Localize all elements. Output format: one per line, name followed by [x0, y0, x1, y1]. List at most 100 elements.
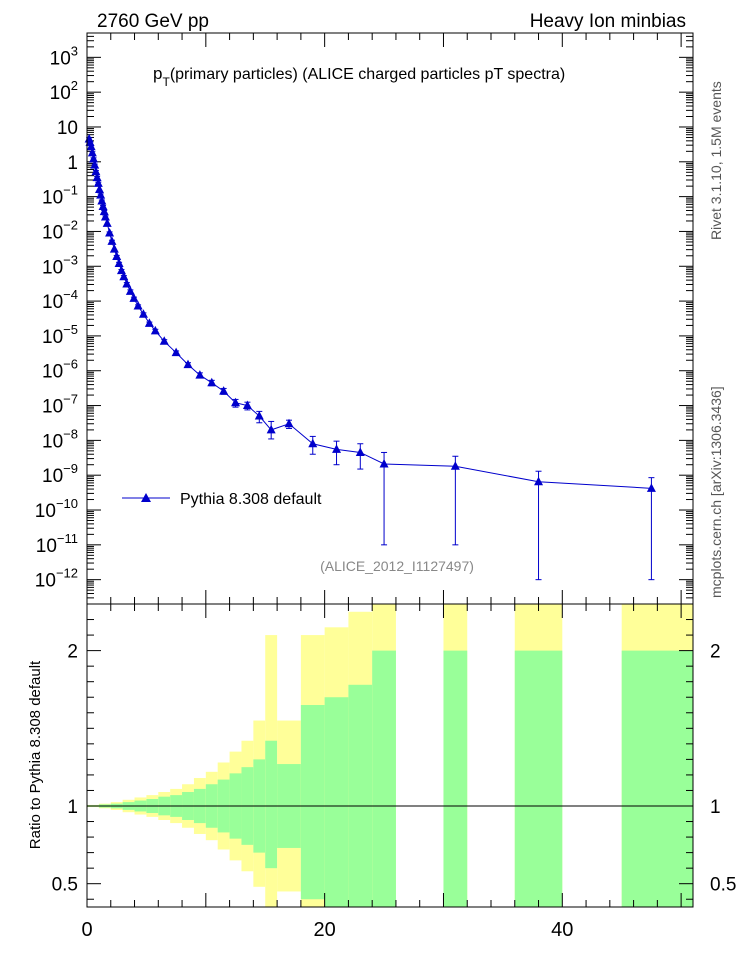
legend: Pythia 8.308 default: [122, 491, 322, 508]
y-tick-mantissa: 10: [42, 222, 63, 243]
y-tick-exponent: −4: [63, 287, 78, 302]
ratio-ticks: 0.5 0.51 12 20 20 40: [52, 604, 736, 941]
ratio-band-green: [443, 650, 468, 907]
main-series: [84, 134, 656, 581]
data-point: [308, 438, 318, 448]
y-tick-mantissa: 10: [42, 362, 63, 383]
data-point: [207, 377, 217, 387]
data-point: [92, 172, 102, 182]
ratio-band-green: [265, 740, 278, 869]
y-tick-label: 10−5: [42, 322, 78, 348]
y-tick-exponent: −12: [56, 566, 78, 581]
y-tick-label: 10−6: [42, 357, 78, 383]
rivet-label: Rivet 3.1.10, 1.5M events: [708, 81, 724, 240]
ratio-band-green: [348, 684, 373, 907]
data-point: [97, 195, 107, 205]
y-tick-mantissa: 10: [42, 466, 63, 487]
ratio-y-tick-label-left: 2: [67, 642, 78, 663]
y-tick-exponent: −11: [57, 531, 78, 546]
source-label: mcplots.cern.ch [arXiv:1306.3436]: [708, 386, 724, 598]
data-point: [91, 166, 101, 176]
data-point: [171, 347, 181, 357]
legend-label: Pythia 8.308 default: [180, 491, 322, 508]
ratio-y-tick-label-right: 0.5: [710, 875, 736, 896]
y-tick-label: 10−3: [42, 252, 78, 278]
y-tick-mantissa: 10: [35, 571, 56, 592]
data-point: [242, 400, 252, 410]
ratio-band-green: [514, 650, 563, 907]
y-tick-exponent: −5: [63, 322, 78, 337]
data-point: [646, 483, 656, 492]
y-tick-label: 10−10: [35, 496, 78, 522]
data-point: [100, 211, 110, 221]
y-tick-exponent: 3: [71, 43, 78, 58]
header-left-label: 2760 GeV pp: [97, 11, 209, 32]
y-tick-label: 102: [50, 78, 78, 104]
data-point: [355, 447, 365, 456]
ratio-y-tick-label-left: 1: [67, 797, 78, 818]
main-title: pT(primary particles) (ALICE charged par…: [153, 64, 565, 89]
y-tick-mantissa: 10: [42, 188, 63, 209]
y-tick-mantissa: 10: [35, 501, 56, 522]
main-frame: [86, 32, 694, 605]
ratio-band-green: [372, 650, 396, 907]
main-plot: pT(primary particles) (ALICE charged par…: [35, 32, 694, 605]
y-tick-label: 10−4: [42, 287, 78, 313]
data-point: [119, 271, 129, 281]
y-tick-label: 10−8: [42, 426, 78, 452]
analysis-label: (ALICE_2012_I1127497): [320, 558, 474, 574]
y-tick-exponent: −7: [63, 392, 78, 407]
y-tick-label: 1: [67, 153, 78, 174]
data-point: [133, 301, 143, 310]
data-point: [138, 309, 148, 318]
data-point: [86, 141, 96, 151]
y-tick-exponent: −6: [63, 357, 78, 372]
y-tick-mantissa: 10: [42, 431, 63, 452]
legend-marker: [141, 493, 151, 502]
data-point: [99, 206, 109, 216]
data-point: [112, 251, 122, 261]
data-point: [144, 318, 154, 327]
y-tick-exponent: −8: [63, 426, 78, 441]
y-tick-label: 10−1: [42, 183, 78, 209]
header-right-label: Heavy Ion minbias: [530, 11, 686, 32]
data-point: [87, 147, 97, 157]
data-point: [125, 286, 135, 295]
y-tick-label: 10−7: [42, 392, 78, 418]
ratio-frame: [86, 603, 694, 908]
ratio-band-green: [324, 697, 349, 907]
data-point: [129, 293, 139, 302]
y-tick-mantissa: 10: [42, 397, 63, 418]
y-tick-mantissa: 10: [42, 292, 63, 313]
data-point: [266, 424, 276, 434]
y-tick-exponent: −10: [56, 496, 78, 511]
data-point: [159, 336, 169, 345]
data-point: [284, 418, 294, 428]
y-tick-label: 10−2: [42, 217, 78, 243]
data-point: [231, 397, 241, 407]
y-tick-mantissa: 10: [42, 257, 63, 278]
data-point: [195, 370, 205, 379]
data-point: [90, 160, 100, 169]
y-tick-exponent: −3: [63, 252, 78, 267]
y-tick-label: 10−9: [42, 461, 78, 487]
title-p: p: [153, 64, 162, 83]
y-tick-mantissa: 10: [36, 536, 57, 557]
data-point: [89, 154, 99, 163]
y-tick-exponent: −1: [63, 183, 78, 198]
data-point: [450, 461, 460, 470]
data-point: [114, 258, 124, 268]
y-tick-exponent: −2: [63, 217, 78, 232]
ratio-y-tick-label-right: 1: [710, 797, 721, 818]
data-point: [94, 184, 104, 194]
x-tick-label: 0: [81, 919, 92, 941]
data-point: [105, 228, 115, 237]
data-point: [379, 458, 389, 468]
y-tick-mantissa: 10: [42, 327, 63, 348]
title-sub: T: [162, 75, 170, 89]
y-tick-label: 10−12: [35, 566, 78, 592]
y-tick-mantissa: 10: [50, 48, 71, 69]
data-point: [93, 178, 103, 187]
x-tick-label: 40: [551, 919, 573, 941]
